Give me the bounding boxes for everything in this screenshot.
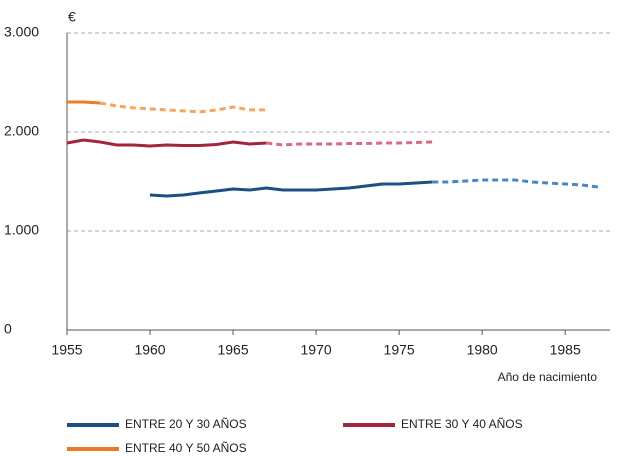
x-tick-label: 1980 xyxy=(467,342,498,358)
y-tick-label: 0 xyxy=(4,321,12,337)
y-tick-label: 1.000 xyxy=(4,222,39,238)
legend-label: ENTRE 20 Y 30 AÑOS xyxy=(125,417,247,431)
line-projection xyxy=(266,140,433,147)
x-tick-label: 1985 xyxy=(550,342,581,358)
x-tick-label: 1960 xyxy=(134,342,165,358)
y-unit: € xyxy=(68,9,76,25)
line-projection xyxy=(432,178,599,189)
line xyxy=(66,138,267,148)
line xyxy=(67,100,101,105)
x-axis-label: Año de nacimiento xyxy=(498,370,598,384)
y-tick-label: 2.000 xyxy=(4,123,39,139)
legend-label: ENTRE 30 Y 40 AÑOS xyxy=(401,417,523,431)
x-tick-label: 1975 xyxy=(384,342,415,358)
x-tick-label: 1965 xyxy=(217,342,248,358)
line xyxy=(149,180,433,198)
x-tick-label: 1970 xyxy=(301,342,332,358)
y-tick-label: 3.000 xyxy=(4,24,39,40)
line-projection xyxy=(99,101,267,114)
legend-label: ENTRE 40 Y 50 AÑOS xyxy=(125,441,247,455)
x-tick-label: 1955 xyxy=(51,342,82,358)
